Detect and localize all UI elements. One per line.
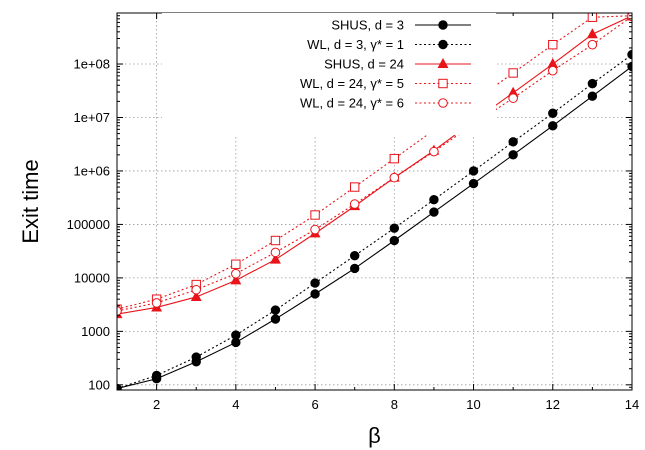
data-point <box>508 137 518 147</box>
data-point <box>349 199 360 209</box>
legend-marker <box>438 39 448 50</box>
data-point <box>191 352 201 362</box>
data-point <box>270 305 281 315</box>
data-point <box>508 93 518 103</box>
x-tick-label: 14 <box>625 397 639 412</box>
data-point <box>151 370 162 381</box>
x-tick-label: 10 <box>466 397 480 412</box>
legend-marker <box>438 20 448 30</box>
x-tick-label: 4 <box>232 397 239 412</box>
legend-label: WL, d = 24, γ* = 5 <box>300 76 404 91</box>
data-point <box>508 150 518 160</box>
series-2 <box>117 49 632 390</box>
data-point <box>389 223 400 233</box>
data-point <box>270 253 281 264</box>
y-tick-label: 100 <box>88 377 110 392</box>
data-point <box>468 178 479 189</box>
axis-ticks: 2 4 6 8 10 12 14 100 1000 10000 100000 1e+06 1e+07 1e… <box>67 13 639 412</box>
data-point <box>191 284 202 295</box>
y-tick-label: 1e+08 <box>73 57 110 72</box>
data-point <box>429 207 439 217</box>
legend-background <box>162 13 496 135</box>
data-point <box>310 210 320 220</box>
series-5 <box>117 13 632 316</box>
data-point <box>310 278 320 288</box>
data-point <box>389 235 400 246</box>
y-tick-label: 1e+07 <box>73 110 110 125</box>
legend-marker <box>438 98 448 108</box>
data-point <box>310 289 320 299</box>
x-tick-label: 2 <box>153 397 160 412</box>
data-point <box>389 172 400 183</box>
data-point <box>270 235 281 246</box>
data-point <box>349 250 360 261</box>
data-point <box>586 28 598 39</box>
data-point <box>429 146 439 157</box>
series-line <box>117 15 632 315</box>
legend-marker <box>437 57 449 68</box>
data-point <box>231 259 241 269</box>
data-point <box>151 298 162 308</box>
legend-label: WL, d = 3, γ* = 1 <box>307 37 404 52</box>
x-axis-label: β <box>368 423 381 448</box>
data-point <box>587 91 598 101</box>
data-point <box>231 268 241 279</box>
data-point <box>117 306 122 316</box>
legend: SHUS, d = 3 WL, d = 3, γ* = 1 SHUS, d = 24… <box>162 13 496 135</box>
data-point <box>468 166 479 176</box>
data-point <box>349 182 360 192</box>
x-tick-label: 6 <box>311 397 318 412</box>
legend-label: SHUS, d = 24 <box>324 57 404 72</box>
data-point <box>349 263 360 274</box>
data-point <box>548 108 558 118</box>
x-tick-label: 12 <box>546 397 560 412</box>
x-tick-label: 8 <box>391 397 398 412</box>
legend-label: SHUS, d = 3 <box>331 18 404 33</box>
data-point <box>389 153 400 164</box>
data-point <box>548 39 558 50</box>
data-point <box>270 247 281 258</box>
y-tick-label: 10000 <box>74 270 110 285</box>
data-point <box>429 194 439 205</box>
data-point <box>587 78 598 89</box>
series-line <box>117 66 632 390</box>
data-point <box>508 68 518 78</box>
data-point <box>190 290 202 301</box>
y-axis-label: Exit time <box>18 159 43 243</box>
data-point <box>230 274 242 285</box>
y-tick-label: 1e+06 <box>73 163 110 178</box>
data-point <box>547 65 558 76</box>
legend-marker <box>438 78 448 89</box>
data-point <box>270 314 281 324</box>
series-line <box>117 15 632 310</box>
y-tick-label: 1000 <box>81 324 110 339</box>
series-line <box>117 54 632 390</box>
data-point <box>231 330 241 340</box>
data-point <box>587 39 598 50</box>
y-tick-label: 100000 <box>67 217 110 232</box>
data-point <box>548 121 558 131</box>
data-point <box>310 224 320 235</box>
legend-label: WL, d = 24, γ* = 6 <box>300 96 404 111</box>
